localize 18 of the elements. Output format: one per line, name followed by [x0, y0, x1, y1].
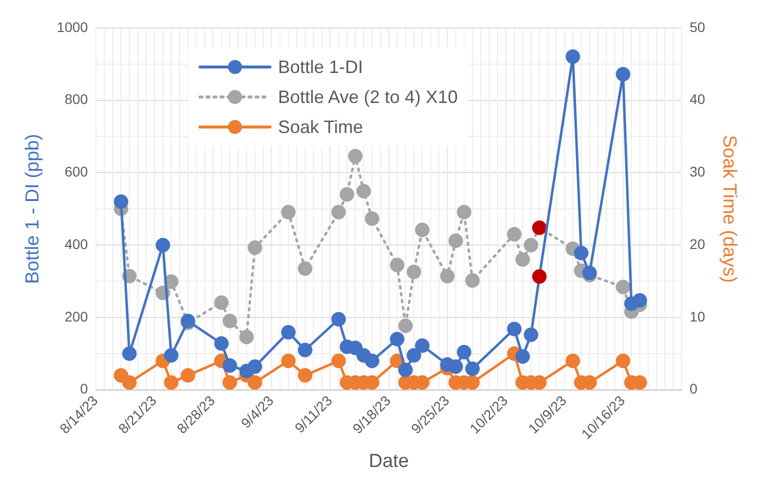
y-tick-label: 600: [64, 164, 88, 180]
y2-axis-title: Soak Time (days): [718, 134, 740, 283]
y2-tick-label: 50: [690, 18, 706, 35]
y2-tick-label: 10: [690, 308, 706, 324]
y-tick-label: 0: [80, 380, 88, 397]
y2-tick-label: 40: [690, 91, 706, 108]
y-tick-label: 400: [64, 236, 88, 252]
y-tick-label: 1000: [56, 18, 88, 35]
legend-label: Soak Time: [278, 116, 364, 138]
y-axis-title: Bottle 1 - DI (ppb): [22, 134, 44, 284]
x-axis-title: Date: [368, 450, 409, 472]
legend-label: Bottle 1-DI: [278, 56, 364, 78]
y-tick-label: 800: [64, 91, 88, 108]
y-tick-label: 200: [64, 308, 88, 324]
y2-tick-label: 30: [690, 164, 706, 180]
legend-label: Bottle Ave (2 to 4) X10: [278, 86, 458, 108]
y2-tick-label: 20: [690, 236, 706, 252]
y2-tick-label: 0: [690, 380, 698, 397]
